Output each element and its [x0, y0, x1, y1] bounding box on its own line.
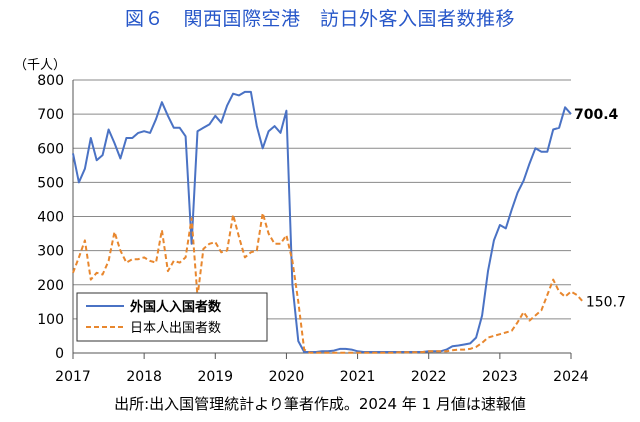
y-tick-label: 600 — [37, 141, 64, 157]
x-tick-label: 2022 — [411, 369, 447, 385]
data-label-end: 700.4 — [574, 107, 619, 123]
series-lines — [72, 90, 584, 354]
x-tick-label: 2018 — [126, 369, 162, 385]
y-tick-label: 700 — [37, 107, 64, 123]
data-label-end: 150.7 — [586, 295, 626, 311]
chart-title: 図６ 関西国際空港 訪日外客入国者数推移 — [124, 8, 515, 30]
legend-entry: 日本人出国者数 — [130, 321, 221, 336]
y-tick-label: 300 — [37, 244, 64, 260]
x-tick-label: 2020 — [269, 369, 305, 385]
x-tick-label: 2024 — [553, 369, 589, 385]
series-line-japanese-departures — [72, 212, 584, 354]
axes — [72, 80, 572, 359]
series-line-foreign-arrivals — [72, 90, 572, 353]
x-tick-label: 2021 — [340, 369, 376, 385]
y-tick-label: 200 — [37, 278, 64, 294]
tick-labels: 0 100 200 300 400 500 600 700 800（千人） 2017 2018 201… — [14, 58, 589, 385]
y-tick-label: 800 — [37, 73, 64, 89]
gridlines — [73, 79, 571, 320]
y-tick-label: 0 — [55, 346, 64, 362]
legend-entry: 外国人入国者数 — [129, 299, 222, 315]
x-tick-label: 2019 — [197, 369, 233, 385]
x-tick-label: 2017 — [55, 369, 91, 385]
y-tick-label: 400 — [37, 210, 64, 226]
x-tick-label: 2023 — [482, 369, 518, 385]
source-footnote: 出所:出入国管理統計より筆者作成。2024 年 1 月値は速報値 — [114, 395, 526, 413]
y-axis-label: （千人） — [14, 58, 66, 73]
legend-box — [76, 292, 268, 342]
y-tick-label: 100 — [37, 312, 64, 328]
end-labels: 700.4 150.7 — [574, 107, 626, 311]
y-tick-label: 500 — [37, 175, 64, 191]
